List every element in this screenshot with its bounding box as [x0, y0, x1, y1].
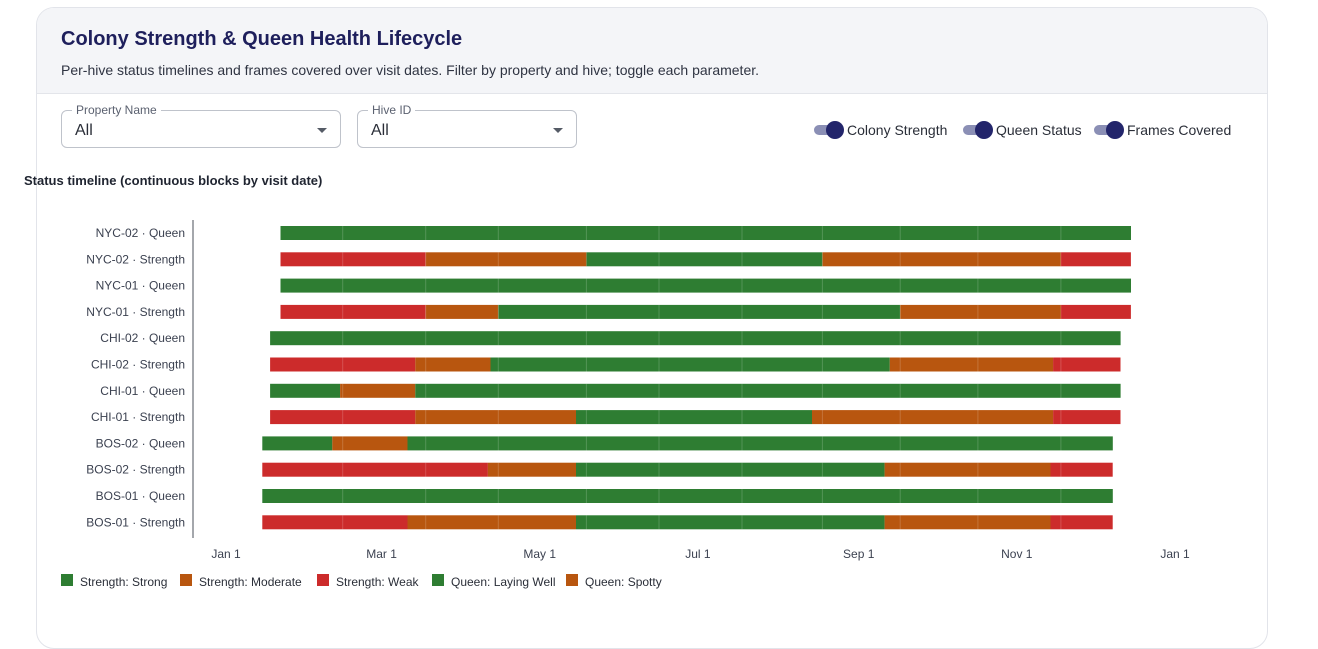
x-tick-label: Jan 1 — [1160, 547, 1190, 561]
timeline-segment — [1050, 515, 1113, 530]
timeline-segment — [1053, 410, 1121, 425]
timeline-segment — [884, 462, 1051, 477]
row-label: NYC-01 · Strength — [86, 305, 185, 319]
legend-swatch — [317, 574, 329, 586]
timeline-segment — [586, 252, 823, 267]
timeline-segment — [262, 489, 1113, 503]
legend-label: Queen: Spotty — [585, 575, 662, 589]
row-label: CHI-01 · Strength — [91, 410, 185, 424]
x-tick-label: Mar 1 — [366, 547, 397, 561]
legend-label: Strength: Moderate — [199, 575, 302, 589]
timeline-segment — [884, 515, 1051, 530]
timeline-segment — [270, 410, 416, 425]
legend-label: Strength: Weak — [336, 575, 419, 589]
row-label: BOS-01 · Strength — [86, 515, 185, 529]
timeline-segment — [407, 515, 576, 530]
timeline-segment — [270, 357, 416, 372]
legend-swatch — [432, 574, 444, 586]
property-name-value: All — [75, 122, 93, 139]
timeline-segment — [270, 383, 341, 398]
timeline-segment — [262, 462, 488, 477]
x-tick-label: Jul 1 — [685, 547, 711, 561]
toggle-knob — [1106, 121, 1124, 139]
timeline-segment — [487, 462, 577, 477]
x-tick-label: Sep 1 — [843, 547, 875, 561]
toggle-label: Frames Covered — [1127, 122, 1232, 138]
timeline-segment — [1053, 357, 1121, 372]
x-tick-label: Jan 1 — [211, 547, 241, 561]
row-label: BOS-02 · Queen — [96, 436, 185, 450]
timeline-segment — [280, 226, 1131, 240]
legend-label: Strength: Strong — [80, 575, 168, 589]
status-timeline-chart: NYC-02 · Queen NYC-02 · Strength NYC-01 · … — [86, 220, 1190, 561]
card-header: Colony Strength & Queen Health Lifecycle… — [37, 8, 1267, 94]
legend-swatch — [566, 574, 578, 586]
timeline-segment — [425, 252, 587, 267]
row-label: BOS-02 · Strength — [86, 463, 185, 477]
timeline-segment — [332, 436, 408, 451]
hive-id-select[interactable]: Hive ID All — [357, 103, 577, 148]
timeline-segment — [262, 436, 333, 451]
timeline-segment — [280, 252, 426, 267]
legend-label: Queen: Laying Well — [451, 575, 556, 589]
toggle-label: Colony Strength — [847, 122, 948, 138]
timeline-segment — [1060, 252, 1131, 267]
timeline-segment — [425, 304, 499, 319]
toggle-queen-status[interactable]: Queen Status — [963, 120, 1083, 140]
x-tick-label: May 1 — [523, 547, 556, 561]
property-name-select[interactable]: Property Name All — [61, 103, 341, 148]
lifecycle-card: Colony Strength & Queen Health Lifecycle… — [36, 7, 1268, 649]
timeline-segment — [576, 515, 885, 530]
toggle-label: Queen Status — [996, 122, 1082, 138]
x-tick-label: Nov 1 — [1001, 547, 1033, 561]
row-label: CHI-02 · Queen — [100, 331, 185, 345]
timeline-segment — [576, 462, 885, 477]
row-label: BOS-01 · Queen — [96, 489, 185, 503]
row-label: NYC-02 · Queen — [96, 226, 185, 240]
timeline-segment — [900, 304, 1061, 319]
legend-swatch — [61, 574, 73, 586]
chevron-down-icon — [553, 128, 563, 133]
timeline-segment — [407, 436, 1113, 451]
row-label: CHI-02 · Strength — [91, 358, 185, 372]
toggle-knob — [826, 121, 844, 139]
row-label: NYC-01 · Queen — [96, 279, 185, 293]
timeline-segment — [415, 383, 1121, 398]
toggle-knob — [975, 121, 993, 139]
timeline-segment — [280, 304, 426, 319]
timeline-segment — [490, 357, 890, 372]
timeline-segment — [415, 410, 577, 425]
section-title: Status timeline (continuous blocks by vi… — [24, 173, 323, 188]
timeline-segment — [889, 357, 1054, 372]
page-title: Colony Strength & Queen Health Lifecycle — [61, 28, 463, 50]
timeline-segment — [270, 331, 1121, 346]
timeline-segment — [340, 383, 416, 398]
timeline-segment — [498, 304, 901, 319]
page-subtitle: Per-hive status timelines and frames cov… — [61, 62, 760, 78]
timeline-segment — [812, 410, 1054, 425]
timeline-segment — [280, 278, 1131, 293]
hive-id-label: Hive ID — [368, 103, 416, 117]
timeline-segment — [415, 357, 491, 372]
timeline-segment — [822, 252, 1061, 267]
row-label: NYC-02 · Strength — [86, 252, 185, 266]
toggle-colony-strength[interactable]: Colony Strength — [814, 120, 950, 140]
timeline-segment — [1050, 462, 1113, 477]
chevron-down-icon — [317, 128, 327, 133]
hive-id-value: All — [371, 122, 389, 139]
legend-swatch — [180, 574, 192, 586]
toggle-frames-covered[interactable]: Frames Covered — [1094, 120, 1232, 140]
row-label: CHI-01 · Queen — [100, 384, 185, 398]
property-name-label: Property Name — [72, 103, 161, 117]
timeline-segment — [262, 515, 408, 530]
timeline-segment — [576, 410, 812, 425]
timeline-segment — [1060, 304, 1131, 319]
